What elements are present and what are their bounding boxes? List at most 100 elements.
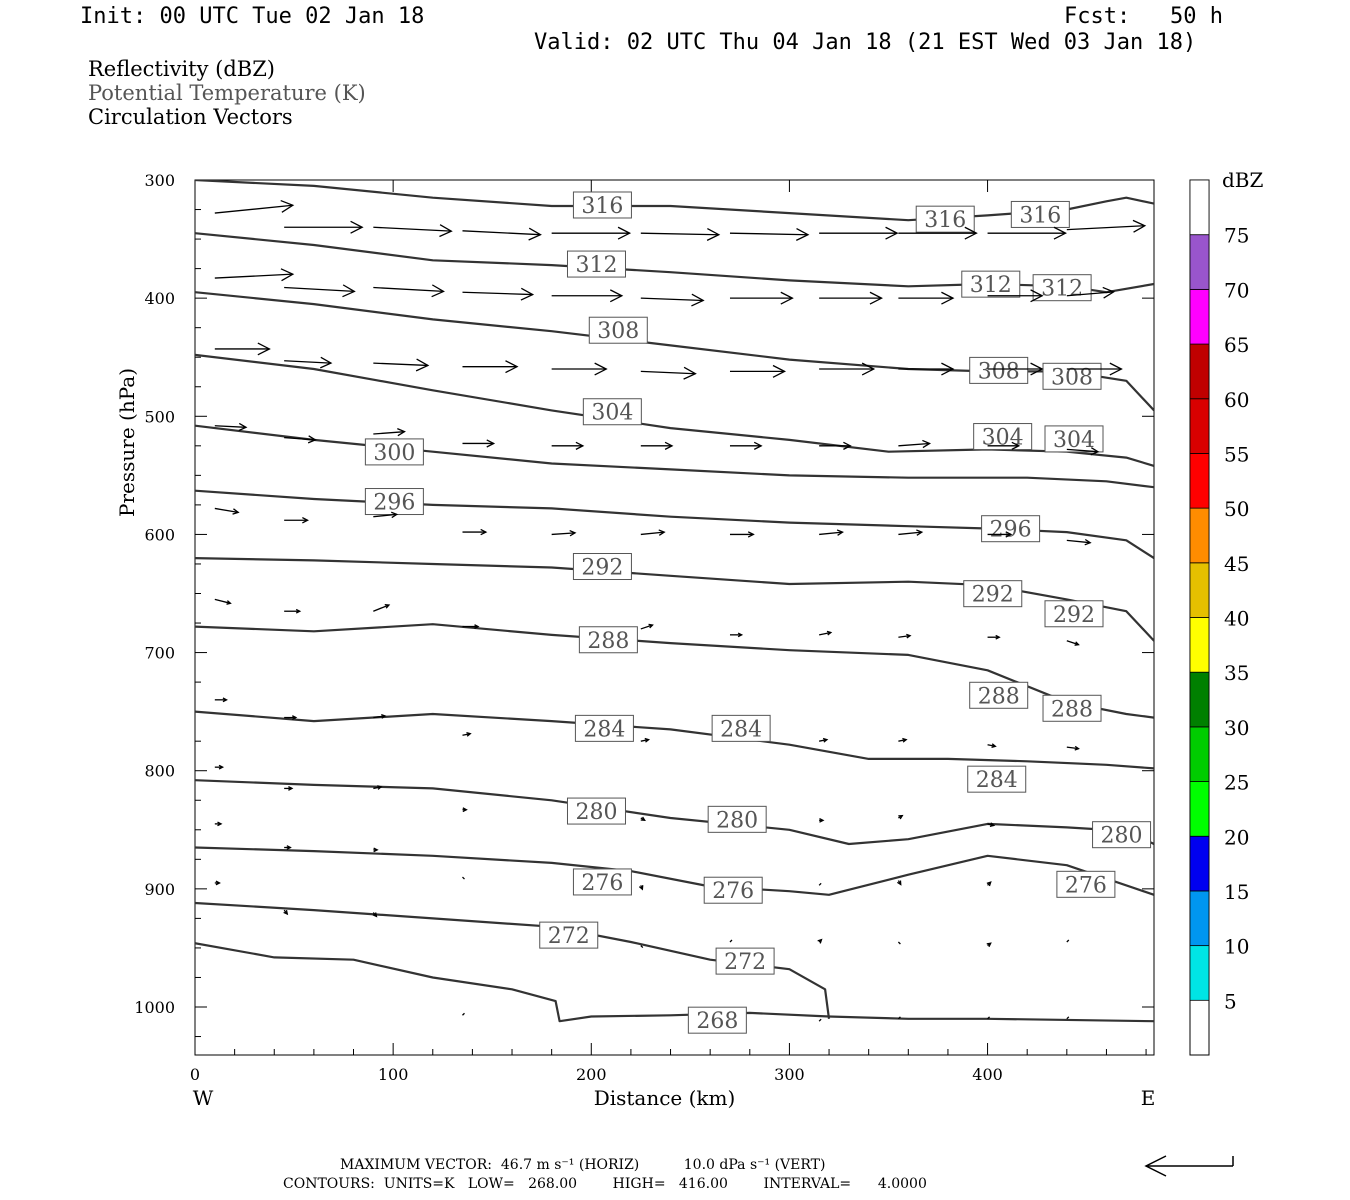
theta-label-296: 296 (373, 491, 415, 516)
vector-head (1011, 441, 1021, 450)
circulation-vector (284, 284, 356, 298)
vector-head (288, 786, 294, 791)
vector-head (486, 439, 496, 448)
colorbar-tick-label: 55 (1224, 442, 1249, 466)
circulation-vector (987, 289, 1044, 303)
theta-label-box (1092, 821, 1152, 849)
colorbar-tick-label: 65 (1224, 333, 1249, 357)
theta-label-300: 300 (373, 441, 415, 466)
vector-head (648, 623, 654, 629)
circulation-vector (551, 362, 608, 376)
theta-label-box (969, 356, 1029, 384)
circulation-vector (987, 362, 1044, 376)
circulation-vector (462, 1012, 465, 1016)
circulation-vector (987, 441, 1021, 450)
circulation-vector (373, 603, 391, 612)
vector-shaft (1066, 746, 1079, 750)
theta-label-box (1032, 274, 1092, 302)
theta-label-box (915, 205, 975, 233)
vector-head (397, 428, 406, 437)
vector-head (941, 362, 955, 376)
vector-head (836, 529, 844, 536)
colorbar-segment (1189, 507, 1210, 564)
vector-head (350, 220, 364, 234)
vector-head (1109, 362, 1123, 376)
vector-shaft (640, 531, 665, 536)
vector-head (480, 528, 488, 536)
circulation-vector (462, 360, 519, 374)
vector-head (941, 291, 955, 305)
vector-head (1074, 745, 1080, 751)
y-tick-label: 800 (144, 762, 175, 781)
theta-label-box (1044, 425, 1104, 453)
vector-head (986, 942, 992, 948)
circulation-vector (462, 732, 472, 737)
theta-label-312: 312 (970, 273, 1012, 298)
forecast-hour: Fcst: 50 h (1064, 4, 1223, 29)
circulation-vector (898, 226, 978, 240)
circulation-vector (1066, 745, 1080, 751)
colorbar-tick-label: 70 (1224, 278, 1249, 302)
vector-shaft (898, 531, 922, 536)
colorbar-segment (1189, 343, 1210, 400)
circulation-vector (819, 817, 825, 823)
circulation-vector (897, 941, 901, 945)
colorbar-segment (1189, 835, 1210, 892)
circulation-vector (462, 439, 496, 448)
colorbar-segment (1189, 726, 1210, 782)
vector-head (280, 199, 295, 213)
vector-head (286, 845, 292, 850)
vector-head (747, 531, 755, 538)
circulation-vector (551, 441, 585, 450)
vector-head (664, 441, 674, 450)
theta-label-316: 316 (581, 194, 623, 219)
vector-head (372, 912, 378, 918)
vector-head (238, 422, 248, 432)
theta-label-280: 280 (716, 808, 758, 833)
theta-label-308: 308 (597, 319, 639, 344)
circulation-vector (214, 598, 232, 605)
x-axis-label: Distance (km) (594, 1086, 736, 1110)
theta-label-box (364, 438, 424, 466)
circulation-vector (214, 342, 271, 356)
vector-head (922, 439, 932, 449)
vector-shaft (462, 291, 533, 296)
theta-contour-308 (195, 291, 1154, 412)
circulation-vector (462, 807, 468, 813)
colorbar-tick-label: 40 (1224, 607, 1249, 631)
theta-label-292: 292 (1053, 603, 1095, 628)
circulation-vector (373, 284, 445, 298)
circulation-vector (284, 715, 298, 720)
vector-shaft (214, 204, 293, 214)
theta-contour-276 (195, 846, 1154, 896)
colorbar-tick-label: 60 (1224, 388, 1249, 412)
theta-label-284: 284 (976, 768, 1018, 793)
circulation-vector (373, 785, 383, 790)
vector-head (1132, 219, 1147, 233)
circulation-vector (729, 364, 787, 378)
circulation-vector (640, 529, 666, 536)
vector-head (640, 816, 646, 822)
vector-head (302, 517, 309, 524)
circulation-vector (1066, 447, 1100, 456)
vector-head (617, 226, 632, 240)
theta-label-268: 268 (696, 1009, 738, 1034)
vector-head (462, 807, 468, 813)
circulation-vector (987, 634, 1001, 640)
circulation-vector (987, 822, 996, 827)
vector-stub (1066, 1016, 1070, 1020)
theta-label-288: 288 (978, 684, 1020, 709)
vector-shaft (898, 635, 911, 638)
vector-head (795, 228, 810, 241)
vector-shaft (551, 532, 576, 536)
vector-head (1084, 538, 1092, 546)
theta-label-280: 280 (575, 800, 617, 825)
vector-head (916, 529, 924, 536)
vector-shaft (640, 624, 653, 630)
vector-head (609, 289, 624, 303)
colorbar-tick-label: 25 (1224, 771, 1249, 795)
vector-stub (897, 1016, 901, 1020)
vector-head (342, 284, 356, 298)
theta-label-box (1010, 200, 1070, 228)
